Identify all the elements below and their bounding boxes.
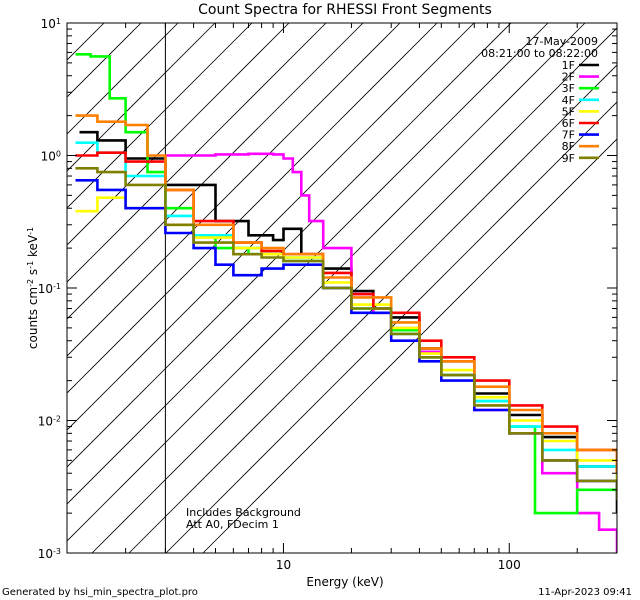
hatch-line	[202, 138, 617, 553]
y-tick-base: 10	[38, 415, 53, 429]
y-tick-base: 10	[38, 282, 53, 296]
legend-label-3f: 3F	[562, 82, 575, 95]
y-tick-label: 100	[41, 149, 61, 164]
y-tick-base: 10	[41, 150, 56, 164]
y-label-exp-1: -2	[26, 279, 35, 287]
hatch-line	[67, 23, 549, 505]
hatch-line	[67, 23, 586, 542]
x-tick-label: 100	[498, 558, 521, 572]
series-group	[75, 53, 617, 553]
y-tick-label: 101	[41, 17, 61, 32]
legend-label-5f: 5F	[562, 105, 575, 118]
hatch-line	[67, 23, 290, 246]
y-tick-label: 10-1	[38, 282, 61, 297]
x-tick-label: 10	[276, 558, 291, 572]
hatch-line	[91, 27, 617, 553]
y-label-exp-2: -1	[26, 261, 35, 269]
annotation-background: Includes Background	[186, 506, 301, 519]
excluded-region-hatch	[67, 23, 617, 553]
hatch-line	[67, 23, 253, 209]
hatch-line	[67, 23, 401, 357]
footer-timestamp: 11-Apr-2023 09:41	[538, 587, 632, 598]
y-tick-exponent: -2	[53, 414, 61, 423]
date-label: 17-May-2009	[526, 35, 598, 48]
hatch-line	[128, 64, 617, 553]
y-label-part-1: counts cm	[26, 287, 40, 349]
y-tick-base: 10	[38, 547, 53, 561]
annotation-attenuator: Att A0, FDecim 1	[186, 518, 279, 531]
y-tick-exponent: -1	[53, 282, 61, 291]
legend-label-6f: 6F	[562, 117, 575, 130]
y-tick-label: 10-3	[38, 547, 61, 562]
y-label-exp-3: -1	[26, 227, 35, 235]
x-axis-label: Energy (keV)	[306, 575, 383, 589]
y-label-part-3: keV	[26, 234, 40, 261]
hatch-line	[67, 23, 327, 283]
hatch-line	[67, 23, 364, 320]
y-tick-exponent: 1	[56, 17, 61, 26]
hatch-line	[67, 23, 512, 468]
legend-label-7f: 7F	[562, 129, 575, 142]
hatch-line	[67, 23, 179, 135]
legend-label-9f: 9F	[562, 152, 575, 165]
legend-label-1f: 1F	[562, 59, 575, 72]
legend-label-2f: 2F	[562, 71, 575, 84]
footer-generated-by: Generated by hsi_min_spectra_plot.pro	[2, 587, 198, 598]
chart-title: Count Spectra for RHESSI Front Segments	[198, 2, 492, 18]
series-line-9f	[75, 167, 617, 501]
y-tick-base: 10	[41, 17, 56, 31]
legend-label-4f: 4F	[562, 94, 575, 107]
y-tick-exponent: -3	[53, 547, 61, 556]
hatch-line	[67, 23, 475, 431]
y-tick-label: 10-2	[38, 414, 61, 429]
time-range-label: 08:21:00 to 08:22:00	[481, 47, 598, 60]
legend-label-8f: 8F	[562, 140, 575, 153]
y-axis-label: counts cm-2 s-1 keV-1	[26, 227, 41, 349]
hatch-line	[165, 101, 617, 553]
y-tick-exponent: 0	[56, 149, 61, 158]
hatch-line	[67, 23, 438, 394]
series-line-2f	[165, 152, 617, 553]
y-label-part-2: s	[26, 269, 40, 279]
series-line-6f	[75, 151, 617, 474]
